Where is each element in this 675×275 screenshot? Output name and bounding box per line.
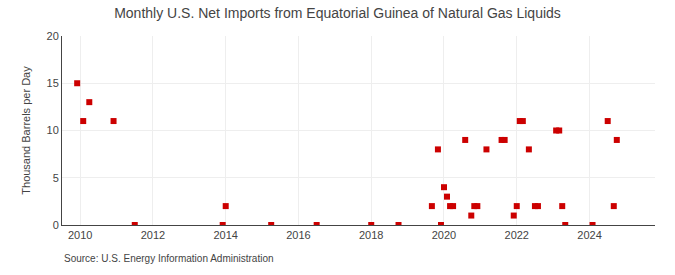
svg-text:5: 5 xyxy=(53,172,59,184)
svg-text:10: 10 xyxy=(47,124,59,136)
svg-text:2010: 2010 xyxy=(68,229,92,241)
svg-text:Source: U.S. Energy Informatio: Source: U.S. Energy Information Administ… xyxy=(64,253,274,264)
svg-text:2020: 2020 xyxy=(432,229,456,241)
svg-text:0: 0 xyxy=(53,219,59,231)
svg-text:2018: 2018 xyxy=(359,229,383,241)
svg-text:2012: 2012 xyxy=(141,229,165,241)
svg-text:Thousand Barrels per Day: Thousand Barrels per Day xyxy=(20,66,32,195)
svg-text:15: 15 xyxy=(47,77,59,89)
svg-text:20: 20 xyxy=(47,30,59,42)
svg-text:2014: 2014 xyxy=(213,229,237,241)
svg-text:2016: 2016 xyxy=(286,229,310,241)
svg-text:Monthly U.S. Net Imports from: Monthly U.S. Net Imports from Equatorial… xyxy=(114,5,561,21)
svg-text:2024: 2024 xyxy=(577,229,601,241)
svg-text:2022: 2022 xyxy=(505,229,529,241)
